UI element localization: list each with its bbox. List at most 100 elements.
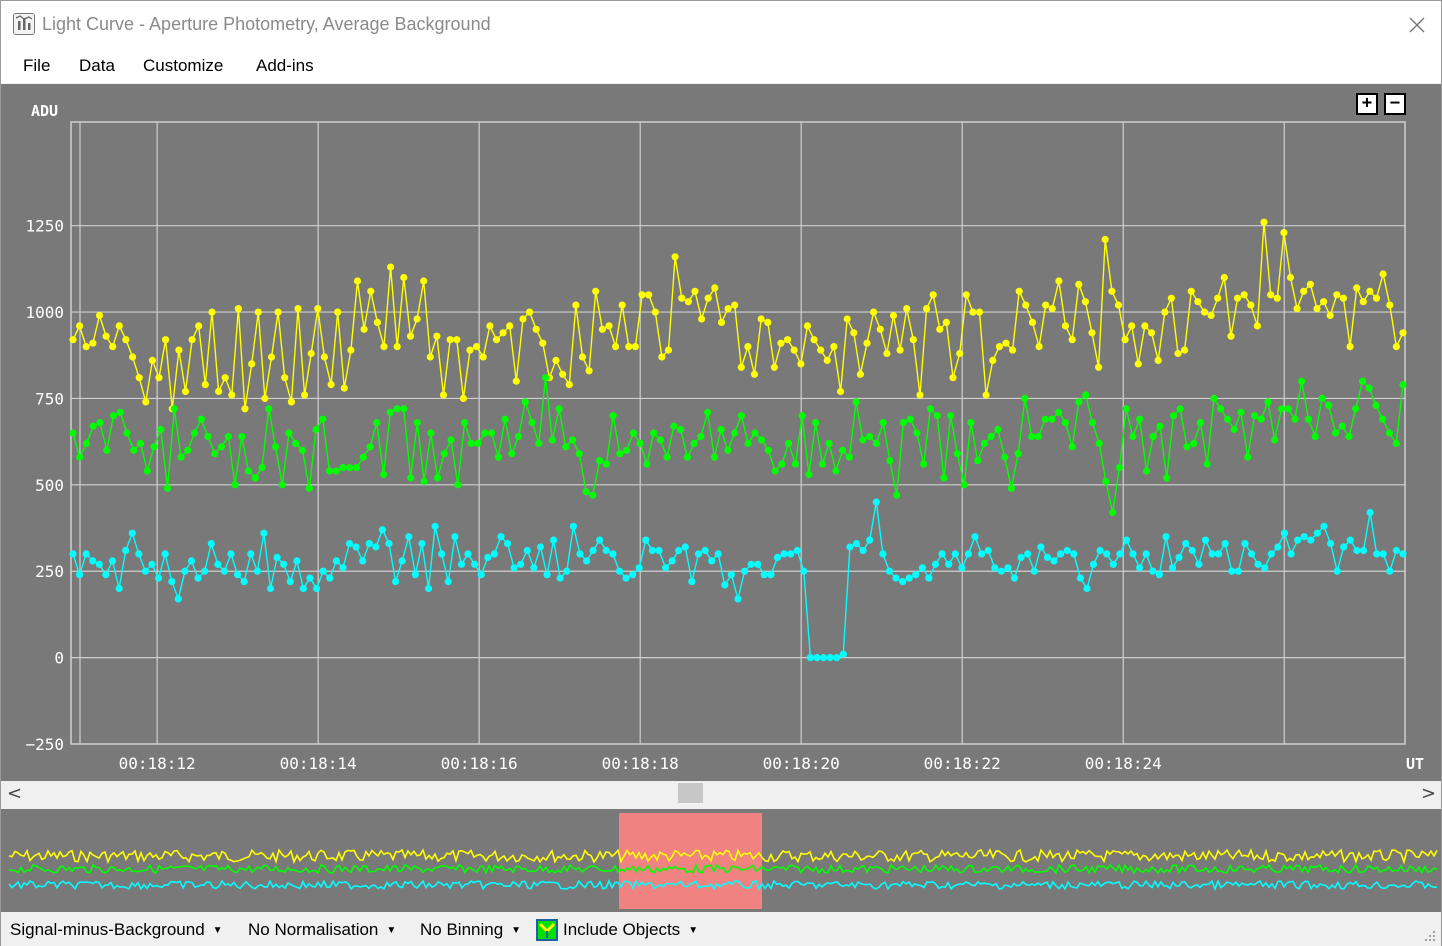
- series-1-point: [360, 325, 368, 333]
- series-1-point: [1148, 329, 1156, 337]
- binning-dropdown[interactable]: No Binning ▼: [420, 920, 521, 940]
- series-1-point: [790, 346, 798, 354]
- series-3-point: [411, 571, 419, 579]
- series-1-point: [1240, 291, 1248, 299]
- close-button[interactable]: [1397, 7, 1437, 43]
- series-3-point: [833, 654, 841, 662]
- series-1-point: [69, 336, 77, 344]
- series-2-point: [1190, 439, 1198, 447]
- scroll-right-icon[interactable]: >: [1421, 783, 1437, 804]
- series-1-point: [148, 356, 156, 364]
- series-3-point: [457, 560, 466, 568]
- series-3-point: [1188, 546, 1196, 555]
- series-2-point: [1345, 432, 1353, 441]
- x-tick-label: 00:18:18: [602, 754, 679, 773]
- series-1-point: [625, 343, 633, 351]
- chevron-down-icon: ▼: [386, 925, 397, 936]
- series-3-point: [135, 550, 143, 558]
- series-3-point: [1089, 560, 1098, 568]
- overview-selection-window[interactable]: [619, 813, 762, 909]
- zoom-in-button[interactable]: +: [1356, 93, 1378, 115]
- series-2-point: [663, 453, 671, 461]
- series-3-point: [1169, 564, 1177, 572]
- series-3-point: [102, 571, 110, 579]
- light-curve-plot[interactable]: −250 0 250 500 750 1000 1250 00:18:12 00:18:14 00…: [1, 84, 1441, 781]
- series-3-point: [76, 571, 84, 579]
- series-3-point: [326, 574, 334, 582]
- scroll-left-icon[interactable]: <: [7, 783, 23, 804]
- normalisation-dropdown[interactable]: No Normalisation ▼: [248, 920, 396, 940]
- scrollbar-thumb[interactable]: [678, 783, 703, 803]
- series-3-point: [365, 540, 373, 548]
- horizontal-scrollbar[interactable]: < >: [1, 781, 1441, 807]
- series-3-point: [839, 650, 847, 658]
- y-tick-label: 250: [35, 562, 64, 581]
- series-3-point: [800, 567, 808, 575]
- series-2-point: [994, 425, 1002, 434]
- series-1-point: [426, 353, 434, 361]
- series-2-point: [1230, 425, 1238, 434]
- series-1-point: [175, 346, 183, 354]
- series-2-point: [643, 460, 651, 468]
- series-3-point: [398, 557, 406, 565]
- menu-data[interactable]: Data: [79, 56, 115, 75]
- series-3-point: [681, 543, 689, 551]
- series-2-point: [852, 398, 860, 406]
- resize-grip-icon[interactable]: [1419, 927, 1437, 943]
- series-3-point: [405, 533, 413, 541]
- series-1-point: [559, 370, 567, 378]
- series-3-point: [1103, 550, 1111, 558]
- series-3-point: [352, 543, 360, 551]
- series-1-point: [261, 394, 269, 402]
- series-2-point: [1358, 377, 1367, 385]
- series-3-point: [128, 529, 136, 537]
- series-3-point: [1136, 564, 1144, 572]
- series-1-point: [956, 349, 964, 358]
- series-1-point: [592, 287, 600, 295]
- series-3-point: [1122, 536, 1131, 544]
- series-3-point: [879, 550, 887, 558]
- series-1-point: [724, 305, 732, 313]
- zoom-out-button[interactable]: −: [1384, 93, 1406, 115]
- series-1-point: [459, 394, 467, 402]
- include-objects-dropdown[interactable]: Include Objects ▼: [563, 920, 698, 940]
- series-1-point: [698, 315, 706, 323]
- series-2-point: [1176, 405, 1184, 413]
- series-3-point: [451, 533, 459, 541]
- series-3-point: [1280, 529, 1289, 537]
- series-3-point: [708, 557, 716, 565]
- menu-file[interactable]: File: [23, 56, 51, 75]
- series-1-point: [234, 305, 242, 313]
- signal-mode-dropdown[interactable]: Signal-minus-Background ▼: [10, 920, 223, 940]
- series-2-point: [251, 474, 259, 482]
- include-objects-icon: [536, 919, 558, 941]
- series-2-point: [332, 467, 340, 475]
- series-2-point: [1223, 415, 1232, 423]
- series-1-point: [532, 325, 540, 333]
- series-1-point: [347, 346, 355, 354]
- series-3-point: [1254, 560, 1262, 568]
- series-1-point: [446, 336, 454, 344]
- series-3-point: [622, 574, 630, 582]
- series-2-point: [454, 481, 462, 489]
- menu-add-ins[interactable]: Add-ins: [256, 56, 314, 75]
- menu-customize[interactable]: Customize: [143, 56, 224, 75]
- series-3-point: [1149, 567, 1157, 575]
- series-3-point: [372, 543, 380, 551]
- series-2-point: [616, 450, 624, 458]
- series-1-point: [552, 356, 560, 364]
- series-2-point: [886, 457, 894, 465]
- series-1-point: [797, 360, 805, 368]
- series-2-point: [636, 439, 644, 447]
- series-2-point: [1028, 432, 1036, 441]
- series-1-point: [923, 305, 931, 313]
- overview-plot[interactable]: [1, 809, 1441, 912]
- series-3-point: [589, 546, 597, 555]
- series-2-point: [805, 470, 813, 479]
- series-3-point: [1162, 533, 1170, 541]
- series-3-point: [1076, 574, 1084, 582]
- series-1-point: [1028, 318, 1037, 326]
- series-1-point: [506, 322, 514, 330]
- series-1-point: [340, 384, 348, 392]
- series-3-point: [1030, 567, 1038, 575]
